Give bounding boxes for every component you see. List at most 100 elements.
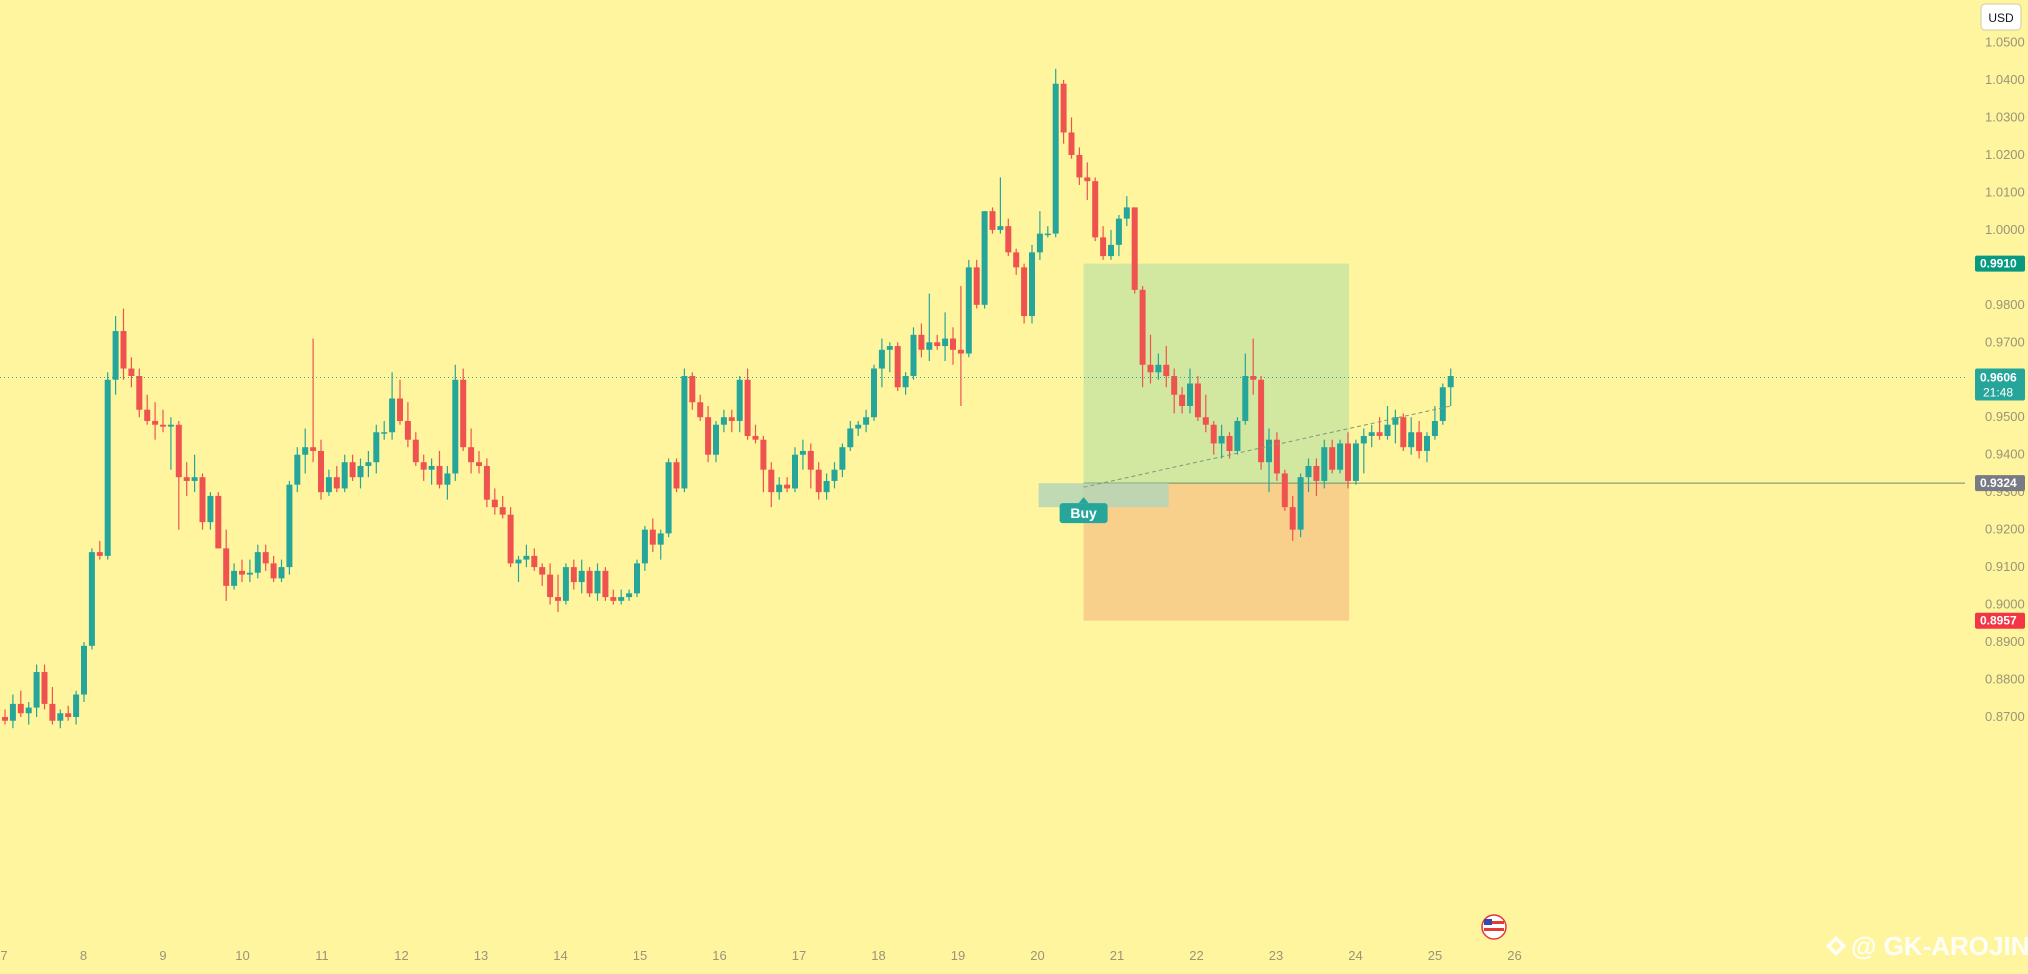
candle bbox=[81, 642, 87, 703]
candle bbox=[1242, 353, 1249, 425]
candle bbox=[1163, 346, 1170, 388]
candle-body bbox=[507, 514, 514, 564]
candle-body bbox=[57, 713, 64, 721]
candle bbox=[1060, 80, 1067, 144]
candle-body bbox=[847, 428, 854, 448]
candle-body bbox=[950, 338, 956, 350]
candle bbox=[1392, 409, 1399, 444]
candle-body bbox=[65, 713, 72, 717]
candle-body bbox=[1210, 424, 1217, 444]
candle bbox=[246, 559, 253, 583]
candle bbox=[815, 462, 822, 500]
time-tick-label: 7 bbox=[0, 948, 7, 963]
currency-label: USD bbox=[1988, 11, 2014, 25]
buy-signal-marker[interactable]: Buy bbox=[1059, 497, 1108, 524]
candle bbox=[1408, 417, 1415, 455]
candle-body bbox=[618, 597, 625, 601]
candle-body bbox=[1179, 394, 1186, 406]
candle bbox=[452, 364, 459, 481]
candle bbox=[720, 409, 727, 433]
candle bbox=[776, 477, 783, 500]
candle-body bbox=[768, 469, 775, 493]
candle-body bbox=[823, 480, 830, 493]
candle bbox=[863, 409, 870, 433]
candle bbox=[902, 372, 909, 395]
candle bbox=[1187, 368, 1193, 414]
candle-body bbox=[1384, 424, 1391, 436]
candle-body bbox=[2, 717, 8, 721]
candle-body bbox=[1297, 477, 1304, 530]
candle-body bbox=[1234, 420, 1241, 451]
candle bbox=[104, 372, 111, 560]
price-tick-label: 0.8900 bbox=[1985, 634, 2025, 649]
candle bbox=[1171, 368, 1178, 414]
candle bbox=[341, 454, 348, 493]
candle-series bbox=[2, 68, 1454, 729]
candle-body bbox=[815, 469, 822, 493]
candle bbox=[1131, 207, 1138, 294]
candle-body bbox=[586, 570, 593, 594]
long-position-tool[interactable] bbox=[1038, 263, 1965, 621]
candle-body bbox=[594, 570, 601, 594]
buy-marker-box bbox=[1059, 503, 1108, 524]
candle-body bbox=[373, 432, 380, 463]
candle bbox=[302, 428, 309, 474]
time-tick-label: 25 bbox=[1428, 948, 1442, 963]
candle-body bbox=[689, 376, 696, 403]
currency-button[interactable]: USD bbox=[1980, 3, 2022, 31]
candle-body bbox=[1163, 364, 1170, 377]
candle bbox=[1115, 214, 1122, 257]
candle bbox=[1297, 473, 1304, 538]
candle bbox=[1021, 263, 1028, 324]
candle-body bbox=[752, 435, 759, 440]
candle-body bbox=[231, 570, 238, 586]
candle-body bbox=[894, 346, 901, 388]
flag-icon[interactable] bbox=[1481, 914, 1507, 940]
time-tick-label: 11 bbox=[315, 948, 329, 963]
candle-body bbox=[286, 484, 293, 568]
candle bbox=[1258, 376, 1265, 470]
candle-body bbox=[389, 398, 396, 433]
candle-body bbox=[483, 465, 490, 500]
candle-body bbox=[1068, 132, 1075, 155]
candle-body bbox=[1123, 207, 1130, 219]
candle bbox=[578, 559, 585, 594]
candle-body bbox=[760, 439, 767, 470]
candle-body bbox=[1226, 435, 1233, 451]
candle-body bbox=[910, 334, 917, 377]
candle-body bbox=[1171, 376, 1178, 395]
candle bbox=[1202, 394, 1209, 433]
target-price-label: 0.9910 bbox=[1980, 257, 2017, 271]
candle-body bbox=[1368, 432, 1375, 436]
candle bbox=[697, 394, 704, 421]
candle-body bbox=[539, 567, 546, 575]
candle bbox=[1360, 428, 1367, 474]
candle bbox=[886, 342, 893, 373]
candle bbox=[254, 544, 261, 579]
candle-body bbox=[1013, 252, 1020, 268]
candle-body bbox=[626, 593, 633, 598]
candle-body bbox=[555, 597, 561, 601]
candle bbox=[1352, 439, 1359, 485]
time-axis[interactable]: 7 8 9 10 11 12 13 14 15 16 17 18 19 20 21 22 23 24 25 26 bbox=[0, 948, 1521, 963]
candle bbox=[397, 379, 403, 425]
candle-body bbox=[1352, 443, 1359, 481]
candle bbox=[333, 465, 340, 493]
candle-body bbox=[476, 462, 482, 466]
candle bbox=[476, 450, 482, 474]
candle bbox=[649, 518, 656, 553]
time-tick-label: 9 bbox=[159, 948, 166, 963]
candle-body bbox=[1052, 83, 1059, 234]
candle-body bbox=[1321, 447, 1328, 481]
candle-body bbox=[973, 267, 980, 305]
candle bbox=[1179, 387, 1186, 414]
candle bbox=[1400, 413, 1407, 451]
candle bbox=[586, 567, 593, 598]
flag-icon-canton bbox=[1484, 919, 1492, 925]
entry-price-tag: 0.9324 bbox=[1975, 475, 2025, 492]
candle-body bbox=[1447, 376, 1454, 388]
candle bbox=[1100, 226, 1107, 260]
